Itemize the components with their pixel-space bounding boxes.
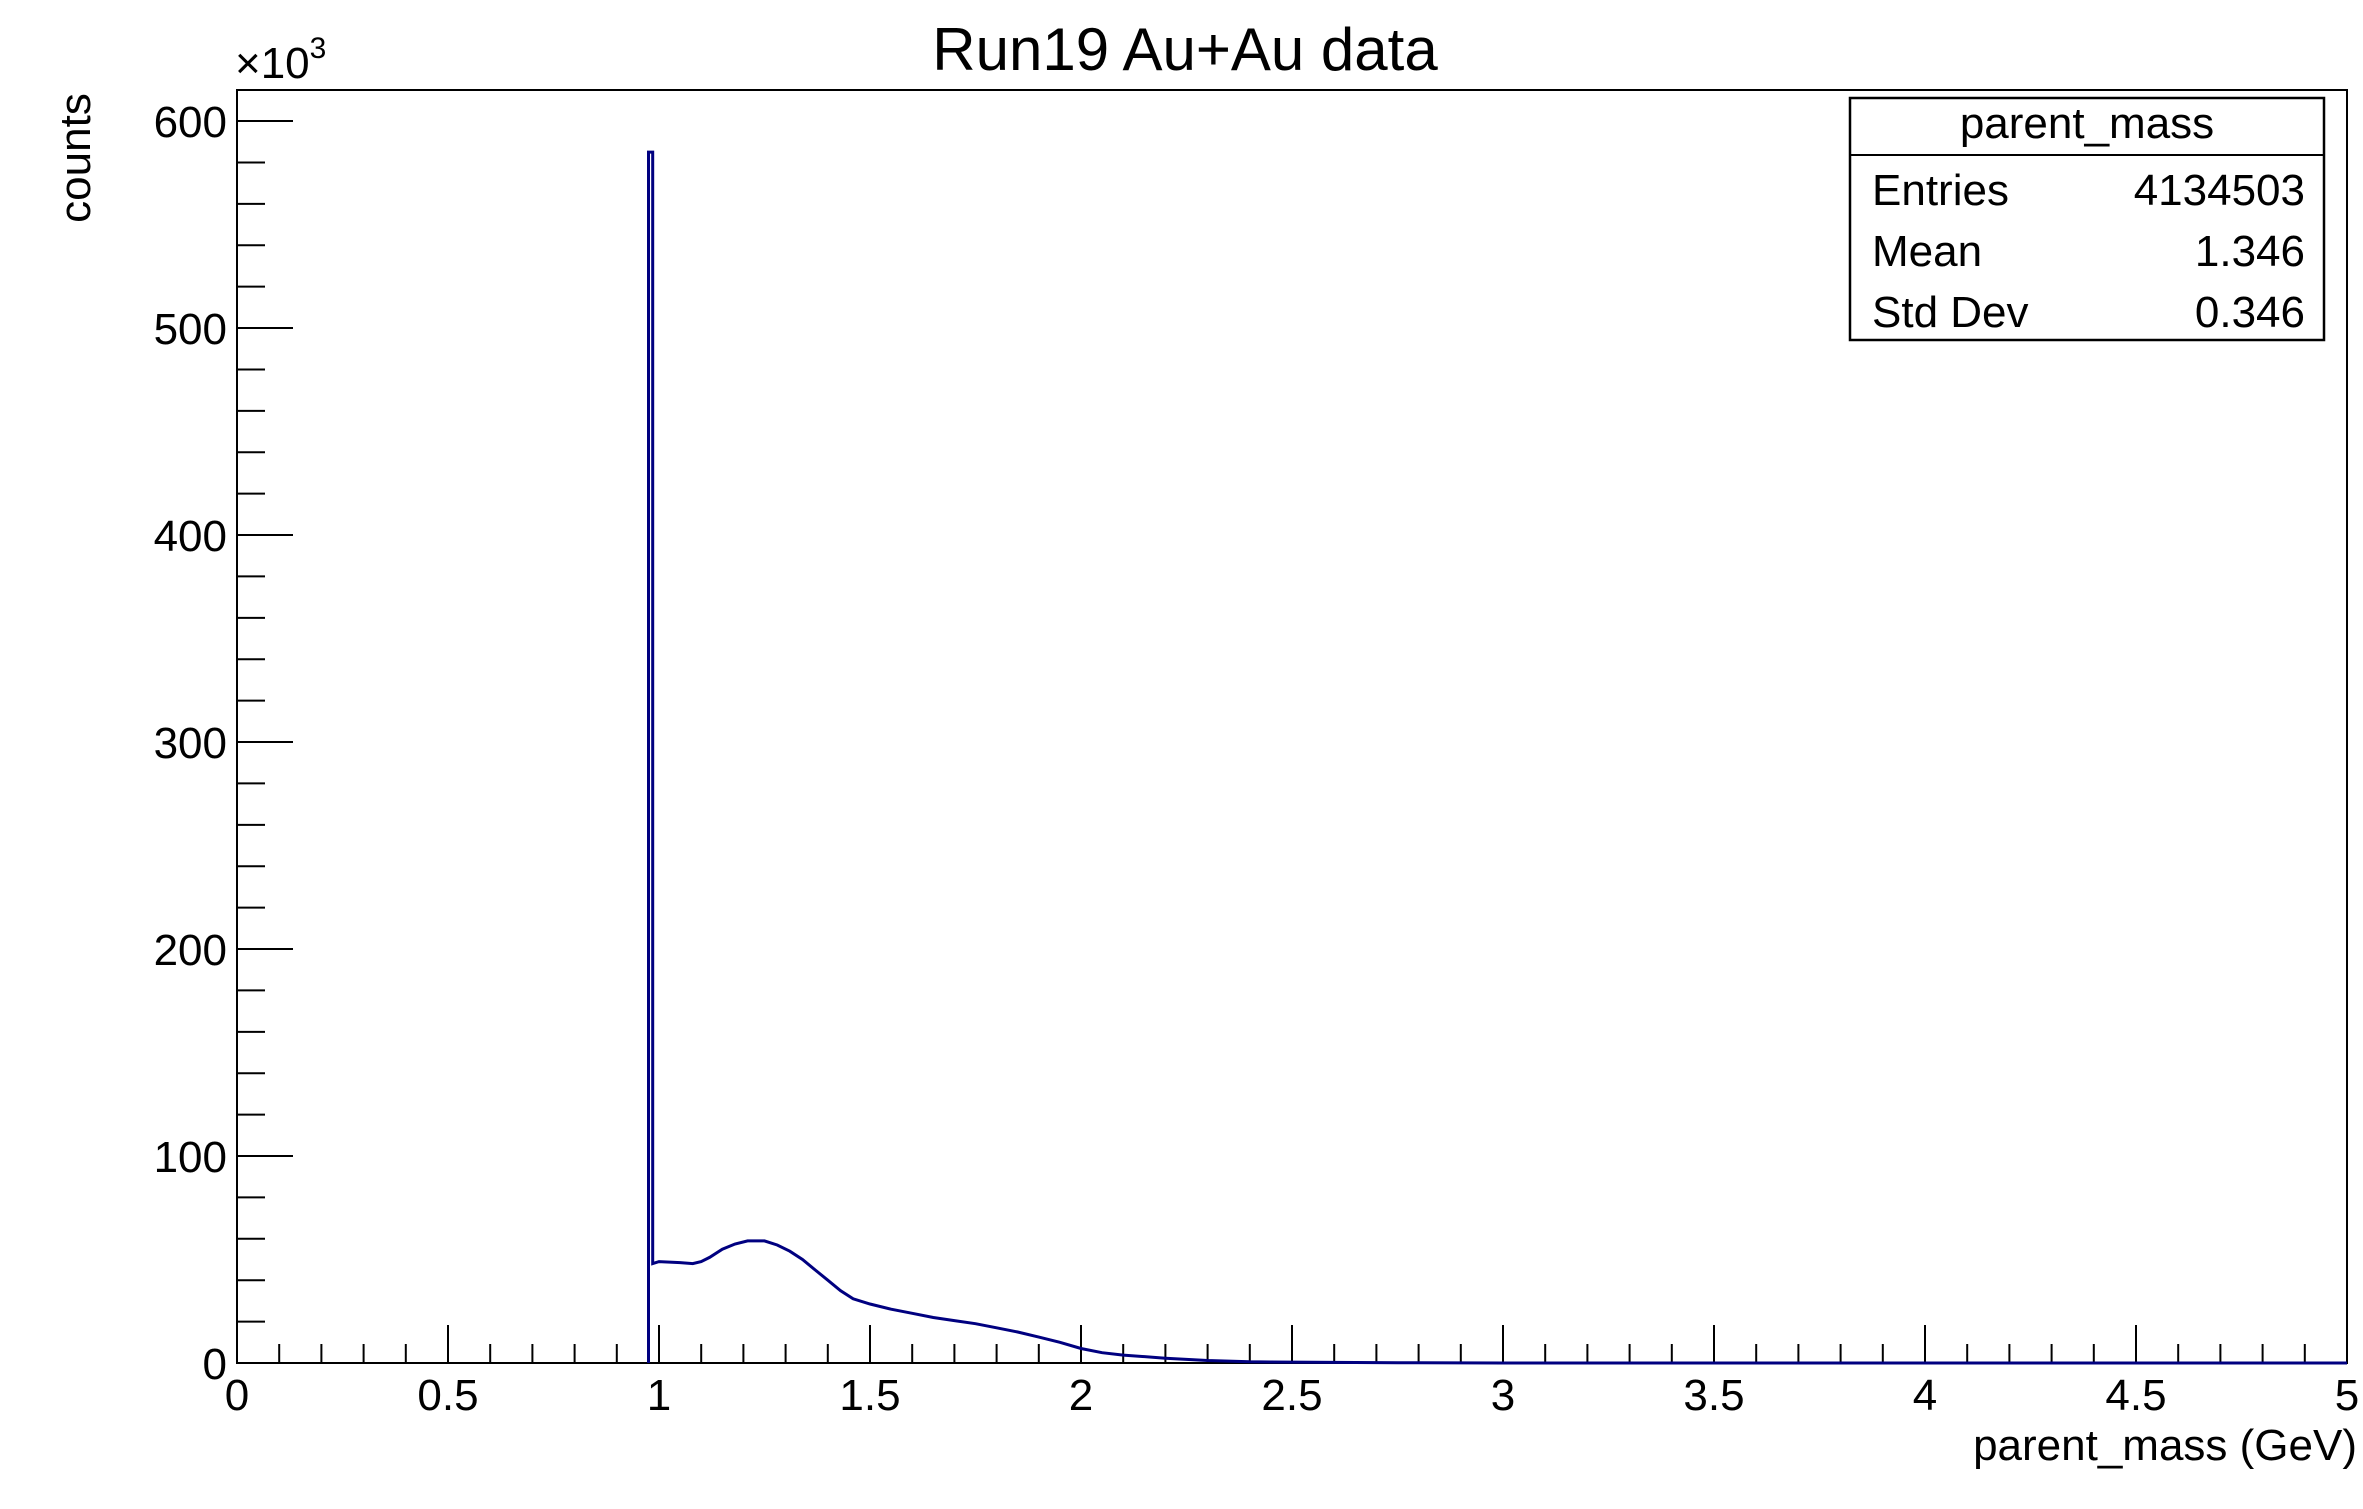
x-tick-label: 5	[2335, 1371, 2359, 1420]
x-tick-label: 1	[647, 1371, 671, 1420]
y-tick-label: 200	[154, 926, 227, 975]
x-tick-label: 3.5	[1683, 1371, 1744, 1420]
y-multiplier-base: ×10	[235, 39, 310, 88]
stats-box: parent_mass Entries 4134503 Mean 1.346 S…	[1848, 96, 2326, 342]
stats-box-title: parent_mass	[1960, 99, 2214, 148]
x-axis-label: parent_mass (GeV)	[1973, 1421, 2357, 1470]
y-axis-multiplier: ×103	[235, 32, 326, 88]
stats-box-frame	[1848, 96, 2326, 342]
y-tick-label: 300	[154, 719, 227, 768]
y-tick-label: 600	[154, 98, 227, 147]
stats-stddev-label: Std Dev	[1872, 288, 2029, 337]
x-tick-label: 0.5	[417, 1371, 478, 1420]
x-tick-label: 2	[1069, 1371, 1093, 1420]
x-tick-label: 0	[225, 1371, 249, 1420]
x-tick-label: 2.5	[1261, 1371, 1322, 1420]
y-axis-label: counts	[51, 93, 100, 223]
y-multiplier-exponent: 3	[310, 32, 327, 65]
histogram-line	[647, 150, 2347, 1365]
stats-mean-value: 1.346	[2195, 227, 2305, 276]
x-tick-label: 3	[1491, 1371, 1515, 1420]
axis-tick-labels: 0 0.5 1 1.5 2 2.5 3 3.5 4 4.5 5 0 100 200 300 400 500 600	[154, 98, 2360, 1420]
stats-entries-value: 4134503	[2134, 166, 2305, 215]
stats-stddev-value: 0.346	[2195, 288, 2305, 337]
y-tick-label: 0	[203, 1340, 227, 1389]
chart-title: Run19 Au+Au data	[932, 16, 1438, 83]
y-tick-label: 500	[154, 305, 227, 354]
y-tick-label: 400	[154, 512, 227, 561]
x-tick-label: 4.5	[2105, 1371, 2166, 1420]
axis-ticks	[236, 120, 2348, 1364]
stats-entries-label: Entries	[1872, 166, 2009, 215]
stats-mean-label: Mean	[1872, 227, 1982, 276]
x-tick-label: 4	[1913, 1371, 1937, 1420]
x-tick-label: 1.5	[839, 1371, 900, 1420]
y-tick-label: 100	[154, 1133, 227, 1182]
